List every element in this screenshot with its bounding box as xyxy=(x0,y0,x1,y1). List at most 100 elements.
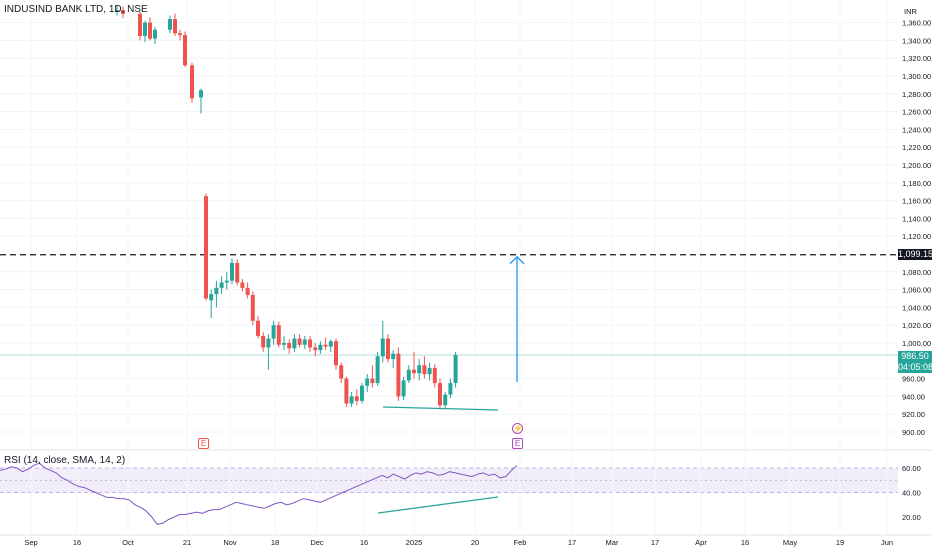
candle-body xyxy=(365,378,370,386)
time-axis-tick: May xyxy=(783,538,797,547)
rsi-trendline xyxy=(377,496,499,514)
rsi-title: RSI (14, close, SMA, 14, 2) xyxy=(4,455,126,466)
price-axis-tick: 1,000.00 xyxy=(902,339,931,348)
candle-body xyxy=(121,10,125,14)
time-axis-tick: Oct xyxy=(122,538,135,547)
split-icon[interactable]: ⚡ xyxy=(512,423,523,434)
last-price-label: 986.50 xyxy=(901,351,929,361)
rsi-line xyxy=(0,462,518,525)
time-axis-tick: 18 xyxy=(271,538,279,547)
time-axis-tick: Dec xyxy=(310,538,324,547)
split-marker-label: ⚡ xyxy=(513,424,523,433)
earnings-icon[interactable]: E xyxy=(198,438,209,449)
dividend-icon[interactable]: E xyxy=(512,438,523,449)
time-axis-tick: Sep xyxy=(24,538,37,547)
candle-body xyxy=(292,338,297,349)
time-axis-tick: Jun xyxy=(881,538,893,547)
price-axis-tick: 1,140.00 xyxy=(902,214,931,223)
candle-body xyxy=(261,335,266,348)
price-axis-tick: 1,320.00 xyxy=(902,54,931,63)
candle-body xyxy=(214,287,219,295)
candle-body xyxy=(183,35,187,66)
candle-body xyxy=(386,338,390,360)
price-axis-tick: 1,200.00 xyxy=(902,161,931,170)
price-axis-tick: 1,040.00 xyxy=(902,303,931,312)
candle-body xyxy=(354,396,359,401)
time-axis-tick: 17 xyxy=(651,538,659,547)
candle-body xyxy=(240,282,245,288)
candle-body xyxy=(334,341,338,366)
candle-body xyxy=(276,325,281,345)
time-axis-tick: 21 xyxy=(183,538,191,547)
candle-body xyxy=(308,339,312,348)
time-axis-tick: Apr xyxy=(695,538,707,547)
candle-body xyxy=(438,383,442,406)
candle-body xyxy=(401,380,406,397)
rsi-axis-tick: 60.00 xyxy=(902,464,921,473)
candle-body xyxy=(297,338,302,345)
target-price-tag: 1,099.15 xyxy=(898,248,932,260)
rsi-axis-tick: 40.00 xyxy=(902,489,921,498)
currency-label: INR xyxy=(904,7,918,16)
candle-body xyxy=(204,196,208,299)
candle-body xyxy=(250,294,255,321)
candle-body xyxy=(396,353,401,397)
time-axis-tick: 16 xyxy=(73,538,81,547)
candle-body xyxy=(391,353,396,360)
candle-body xyxy=(230,262,234,281)
price-axis-tick: 1,340.00 xyxy=(902,36,931,45)
time-axis-tick: 2025 xyxy=(406,538,423,547)
price-axis-tick: 1,180.00 xyxy=(902,179,931,188)
candle-body xyxy=(328,341,333,347)
price-axis-tick: 1,260.00 xyxy=(902,108,931,117)
price-axis-tick: 1,360.00 xyxy=(902,19,931,28)
rsi-axis-tick: 20.00 xyxy=(902,513,921,522)
time-axis-tick: 17 xyxy=(568,538,576,547)
candle-body xyxy=(235,262,240,283)
price-axis-tick: 900.00 xyxy=(902,428,925,437)
last-price-tag: 986.50 04:05:08 xyxy=(898,351,932,373)
candle-body xyxy=(370,378,375,384)
countdown-label: 04:05:08 xyxy=(898,362,932,372)
time-axis-tick: 16 xyxy=(360,538,368,547)
candle-body xyxy=(190,65,194,99)
candle-body xyxy=(412,369,416,374)
candle-body xyxy=(138,13,142,36)
candle-body xyxy=(143,22,147,36)
price-axis-tick: 1,120.00 xyxy=(902,232,931,241)
candle-body xyxy=(115,10,119,12)
candle-body xyxy=(224,280,229,283)
candle-body xyxy=(360,385,364,401)
time-axis-tick: Feb xyxy=(514,538,527,547)
time-axis-tick: 16 xyxy=(741,538,749,547)
price-axis-tick: 1,240.00 xyxy=(902,125,931,134)
candle-body xyxy=(323,344,328,347)
target-price-label: 1,099.15 xyxy=(898,248,932,259)
candle-body xyxy=(417,365,422,374)
candle-body xyxy=(173,19,177,34)
candle-body xyxy=(168,19,172,30)
price-axis-tick: 1,160.00 xyxy=(902,197,931,206)
projection-arrowhead xyxy=(509,255,525,265)
symbol-title: INDUSIND BANK LTD, 1D, NSE xyxy=(4,4,148,15)
price-axis-tick: 1,220.00 xyxy=(902,143,931,152)
time-axis-tick: Nov xyxy=(223,538,237,547)
candle-body xyxy=(302,339,307,345)
candle-body xyxy=(344,378,349,404)
candle-body xyxy=(432,367,437,384)
candle-body xyxy=(153,29,157,39)
price-axis-tick: 940.00 xyxy=(902,392,925,401)
candle-body xyxy=(443,394,448,406)
candle-body xyxy=(427,367,432,375)
price-axis-tick: 920.00 xyxy=(902,410,925,419)
candle-body xyxy=(266,338,271,348)
candle-body xyxy=(148,22,152,39)
candle-body xyxy=(453,355,458,384)
candle-body xyxy=(448,383,453,395)
candle-body xyxy=(406,369,411,381)
candle-body xyxy=(178,33,182,36)
candle-body xyxy=(271,325,276,339)
candle-body xyxy=(318,344,323,351)
